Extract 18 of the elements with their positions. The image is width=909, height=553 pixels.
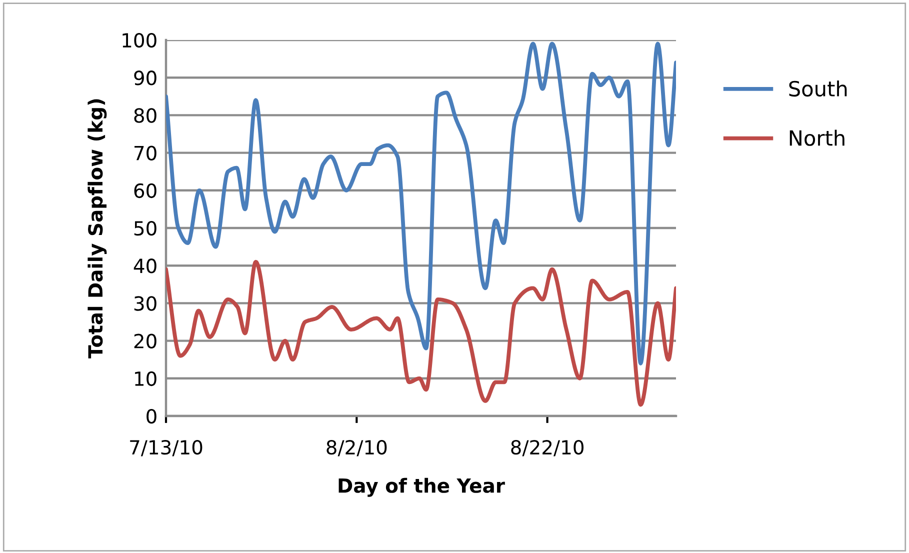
y-tick-label: 50 [134,220,156,236]
legend-label: North [790,130,844,146]
y-tick-label: 0 [146,408,156,424]
y-tick-label: 60 [134,183,156,198]
y-tick-label: 90 [134,70,156,86]
y-axis-title: Total Daily Sapflow (kg) [88,99,107,358]
x-tick-label: 8/22/10 [511,440,584,456]
y-tick-label: 40 [134,258,156,274]
x-axis-title: Day of the Year [338,478,505,497]
x-tick-label: 8/2/10 [326,440,387,456]
y-tick-label: 70 [134,146,156,160]
x-tick-label: 7/13/10 [130,440,202,456]
y-tick-label: 100 [122,32,156,48]
y-tick-label: 20 [134,334,156,348]
y-tick-label: 30 [134,296,156,311]
y-tick-label: 10 [135,371,156,386]
y-tick-label: 80 [134,108,156,123]
legend-label: South [789,80,847,97]
